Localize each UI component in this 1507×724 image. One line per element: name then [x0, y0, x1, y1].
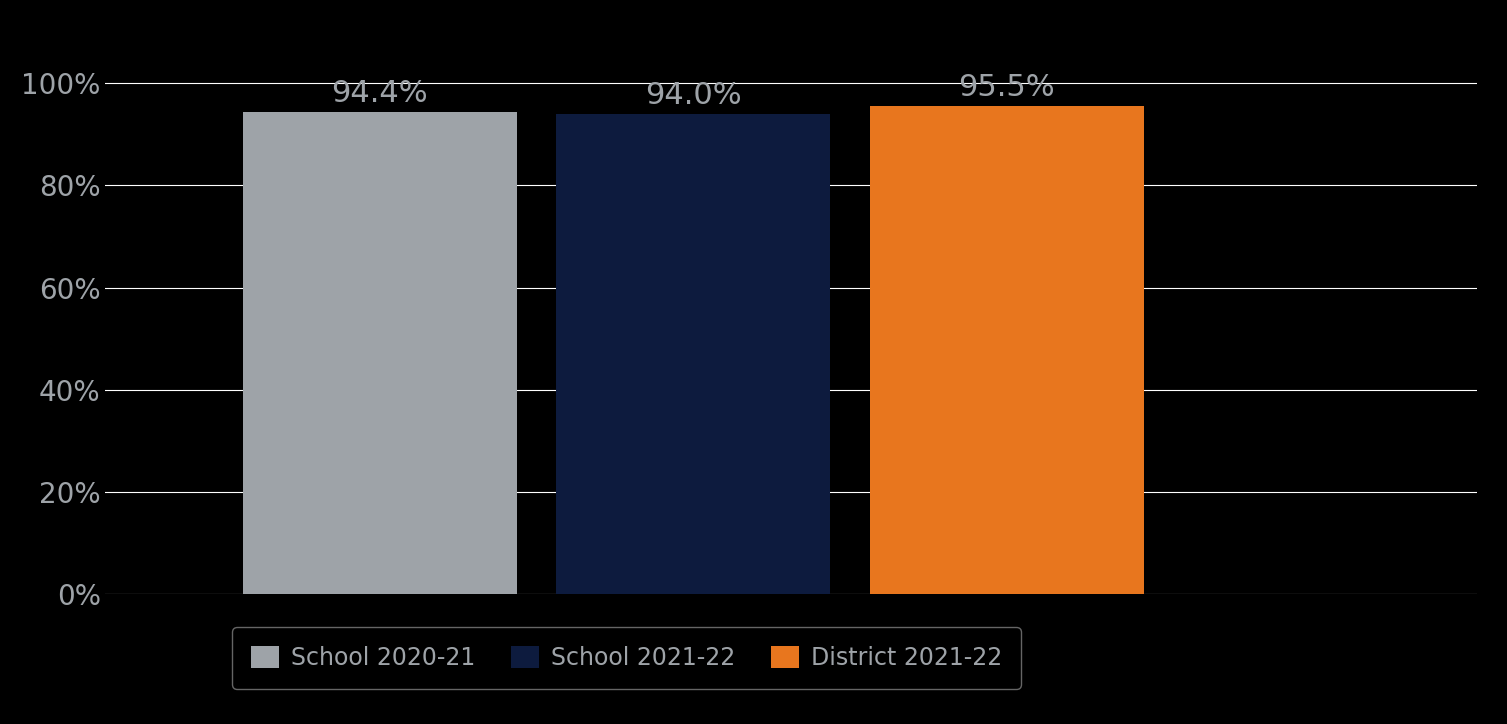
Bar [556, 114, 830, 594]
Legend: School 2020-21, School 2021-22, District 2021-22: School 2020-21, School 2021-22, District… [232, 627, 1022, 689]
Text: 94.4%: 94.4% [332, 79, 428, 108]
Text: 94.0%: 94.0% [645, 81, 741, 110]
Bar [243, 112, 517, 594]
Bar [870, 106, 1144, 594]
Text: 95.5%: 95.5% [958, 73, 1055, 102]
